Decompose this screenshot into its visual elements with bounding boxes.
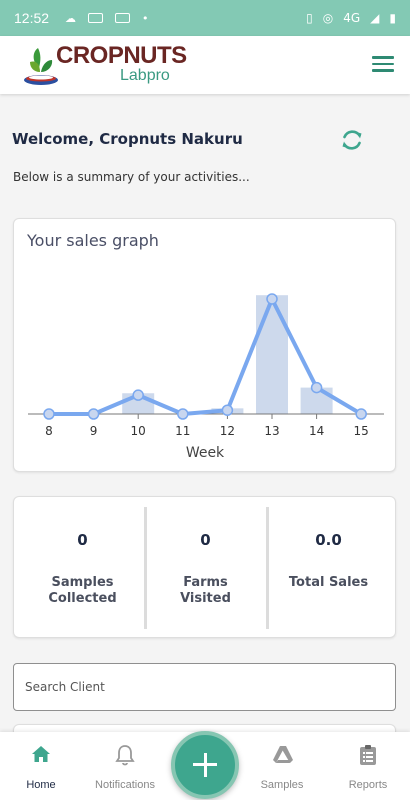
cloud-icon: ☁ <box>65 11 77 25</box>
x-tick-label: 13 <box>264 424 279 438</box>
hotspot-icon: ◎ <box>322 11 334 25</box>
stat-samples-collected: 0 Samples Collected <box>19 507 146 627</box>
refresh-icon[interactable] <box>339 127 365 153</box>
hamburger-menu-icon[interactable] <box>372 56 394 74</box>
battery-icon: ▮ <box>389 11 396 25</box>
nav-reports[interactable]: Reports <box>338 732 398 800</box>
x-axis-label: Week <box>186 445 225 461</box>
chart-point <box>221 404 234 416</box>
status-time: 12:52 <box>14 10 50 26</box>
vibrate-icon: ▯ <box>306 11 313 25</box>
nav-label: Home <box>26 779 56 791</box>
cropnuts-logo-icon <box>24 48 58 85</box>
chart-point <box>310 381 323 394</box>
stats-card: 0 Samples Collected 0 Farms Visited 0.0 … <box>13 496 396 638</box>
card-icon <box>88 13 104 23</box>
samples-icon <box>273 746 293 763</box>
welcome-text: Welcome, Cropnuts Nakuru <box>12 130 243 148</box>
nav-label: Notifications <box>95 779 155 791</box>
x-tick-label: 8 <box>45 424 53 438</box>
chart-point <box>355 408 367 420</box>
home-icon <box>32 746 50 762</box>
clipboard-icon <box>360 745 376 765</box>
x-tick-label: 11 <box>175 424 190 438</box>
x-tick-label: 9 <box>90 424 98 438</box>
chart-line <box>49 296 363 416</box>
chart-bar <box>256 295 288 414</box>
nav-notifications[interactable]: Notifications <box>86 732 164 800</box>
stat-value: 0.0 <box>315 531 342 549</box>
stat-farms-visited: 0 Farms Visited <box>142 507 269 627</box>
stat-divider <box>266 507 269 629</box>
network-type: 4G <box>343 11 361 25</box>
stat-value: 0 <box>200 531 211 549</box>
summary-text: Below is a summary of your activities... <box>13 170 250 184</box>
chart-point <box>177 408 189 420</box>
brand-name: CROPNUTS <box>56 42 187 69</box>
bell-icon <box>115 745 135 766</box>
nav-samples[interactable]: Samples <box>250 732 314 800</box>
dot-icon: • <box>142 11 149 25</box>
stat-total-sales: 0.0 Total Sales <box>265 507 392 627</box>
nav-home[interactable]: Home <box>11 732 71 800</box>
search-client-input[interactable] <box>13 663 396 711</box>
brand-subtitle: Labpro <box>120 67 170 84</box>
x-tick-label: 12 <box>220 424 235 438</box>
status-bar: 12:52 ☁ • ▯ ◎ 4G ◢ ▮ <box>0 0 410 36</box>
stat-value: 0 <box>77 531 88 549</box>
app-bar: CROPNUTS Labpro <box>0 36 410 94</box>
stat-label: Samples Collected <box>48 575 117 606</box>
nav-label: Reports <box>348 779 388 791</box>
chart-point <box>266 293 278 305</box>
chart-point <box>132 389 144 401</box>
card-icon <box>115 13 131 23</box>
nav-label: Samples <box>260 779 304 791</box>
x-tick-label: 14 <box>309 424 324 438</box>
stat-label: Total Sales <box>288 575 369 590</box>
x-tick-label: 10 <box>131 424 146 438</box>
stat-divider <box>144 507 147 629</box>
stat-label: Farms Visited <box>180 575 231 606</box>
sales-graph-card: Your sales graph 8 9 10 11 12 13 14 15 Week <box>13 218 396 472</box>
status-notification-icons: ☁ • <box>65 12 149 25</box>
chart-point <box>43 408 55 420</box>
x-tick-label: 15 <box>354 424 369 438</box>
sales-chart: 8 9 10 11 12 13 14 15 Week <box>28 293 384 461</box>
status-system-icons: ▯ ◎ 4G ◢ ▮ <box>306 11 396 25</box>
chart-title: Your sales graph <box>27 231 159 250</box>
signal-icon: ◢ <box>370 11 380 25</box>
add-fab-button[interactable] <box>171 731 239 799</box>
chart-point <box>87 408 100 420</box>
